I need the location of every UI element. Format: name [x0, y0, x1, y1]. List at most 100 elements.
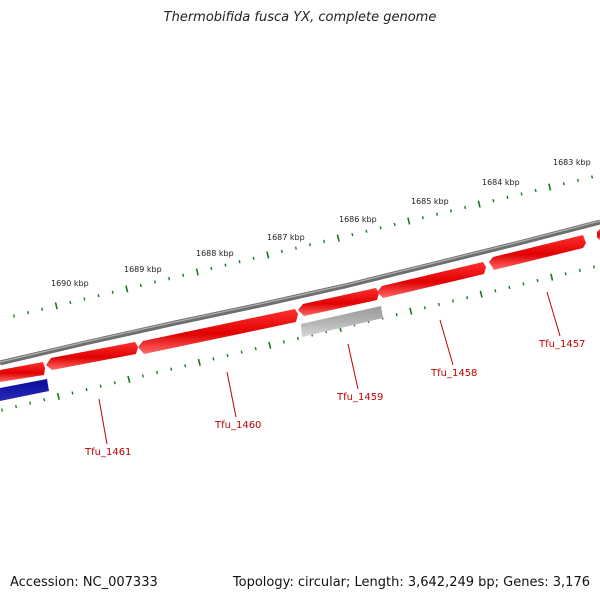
inner-track-major-tick — [479, 290, 483, 298]
inner-track-minor-tick — [452, 299, 455, 303]
inner-track-minor-tick — [212, 357, 215, 361]
inner-track-minor-tick — [437, 302, 440, 307]
outer-track-minor-tick — [435, 212, 438, 216]
outer-track-minor-tick — [111, 290, 114, 294]
tick-label-1687: 1687 kbp — [267, 233, 305, 242]
outer-track-minor-tick — [139, 283, 142, 288]
tick-label-1689: 1689 kbp — [124, 265, 162, 274]
outer-track-minor-tick — [576, 178, 579, 182]
outer-track-major-tick — [266, 251, 270, 259]
outer-track-minor-tick — [591, 175, 594, 179]
inner-track-minor-tick — [423, 306, 426, 310]
outer-track-minor-tick — [280, 249, 283, 254]
outer-track-minor-tick — [97, 294, 100, 298]
inner-track-major-tick — [409, 307, 413, 315]
inner-track-minor-tick — [71, 391, 74, 395]
inner-track-minor-tick — [536, 278, 539, 283]
outer-track-minor-tick — [252, 256, 255, 260]
gene-label-tfu-1461[interactable]: Tfu_1461 — [84, 447, 131, 458]
inner-track-minor-tick — [240, 350, 243, 354]
outer-track-major-tick — [195, 268, 199, 276]
tick-label-1685: 1685 kbp — [411, 197, 449, 206]
inner-track-minor-tick — [254, 347, 257, 351]
inner-track-minor-tick — [170, 367, 173, 371]
scale-labels: 1683 kbp 1684 kbp 1685 kbp 1686 kbp 1687… — [51, 158, 591, 288]
gene-leaders — [98, 291, 561, 445]
inner-track-minor-tick — [156, 370, 159, 375]
inner-track-minor-tick — [522, 282, 525, 286]
inner-track-major-tick — [268, 341, 272, 349]
inner-track-minor-tick — [296, 336, 299, 341]
inner-track-minor-tick — [395, 313, 398, 317]
leader-tfu-1460 — [226, 371, 237, 418]
gene-features — [0, 229, 600, 401]
outer-track-minor-tick — [69, 300, 72, 305]
gene-arrow-tfu-1458[interactable] — [377, 262, 486, 298]
outer-track-minor-tick — [520, 192, 523, 196]
outer-track-minor-tick — [83, 297, 86, 301]
inner-track-major-tick — [127, 375, 131, 383]
tick-label-1684: 1684 kbp — [482, 178, 520, 187]
tick-label-1690: 1690 kbp — [51, 279, 89, 288]
gene-arrow-tfu-1460[interactable] — [138, 309, 298, 354]
gene-arrow-tfu-1460-b[interactable] — [46, 342, 138, 370]
inner-track-major-tick — [550, 273, 554, 281]
inner-track-minor-tick — [113, 381, 116, 385]
inner-track-minor-tick — [282, 340, 285, 344]
leader-tfu-1459 — [347, 343, 359, 390]
outer-track-minor-tick — [27, 311, 30, 315]
inner-track-minor-tick — [466, 296, 469, 300]
outer-track-minor-tick — [168, 277, 171, 281]
inner-track-minor-tick — [494, 289, 497, 293]
inner-track-minor-tick — [99, 384, 102, 388]
inner-track-minor-tick — [85, 387, 88, 392]
inner-track-minor-tick — [15, 404, 18, 409]
gene-arrow-partial-right[interactable] — [597, 229, 600, 240]
gene-labels: Tfu_1457 Tfu_1458 Tfu_1459 Tfu_1460 Tfu_… — [84, 339, 585, 458]
outer-track-minor-tick — [309, 243, 312, 247]
leader-tfu-1461 — [98, 398, 108, 445]
gene-arrow-tfu-1461[interactable] — [0, 362, 45, 382]
inner-track-minor-tick — [29, 401, 32, 405]
gene-label-tfu-1460[interactable]: Tfu_1460 — [214, 420, 261, 431]
outer-track-minor-tick — [421, 216, 424, 220]
inner-tick-track — [0, 265, 595, 412]
genome-backbone-highlight — [0, 220, 600, 363]
outer-track-minor-tick — [450, 209, 453, 213]
gene-label-tfu-1459[interactable]: Tfu_1459 — [336, 392, 383, 403]
tick-label-1688: 1688 kbp — [196, 249, 234, 258]
leader-tfu-1458 — [439, 319, 454, 366]
inner-track-major-tick — [197, 358, 201, 366]
outer-tick-track — [12, 175, 594, 318]
outer-track-minor-tick — [210, 266, 213, 271]
outer-track-minor-tick — [12, 314, 16, 318]
gene-arrow-tfu-1459[interactable] — [298, 288, 379, 316]
outer-track-minor-tick — [238, 260, 241, 264]
tick-label-1683: 1683 kbp — [553, 158, 591, 167]
gene-arrow-tfu-1457[interactable] — [489, 235, 586, 270]
inner-track-minor-tick — [0, 408, 4, 412]
outer-track-minor-tick — [365, 229, 368, 233]
outer-track-major-tick — [548, 183, 552, 191]
inner-track-minor-tick — [226, 353, 229, 358]
outer-track-minor-tick — [323, 239, 326, 244]
inner-track-minor-tick — [141, 374, 144, 378]
outer-track-minor-tick — [534, 188, 537, 193]
leader-tfu-1457 — [546, 291, 561, 337]
gene-box-tfu-1459[interactable] — [301, 306, 383, 337]
outer-track-minor-tick — [153, 280, 156, 284]
outer-track-major-tick — [54, 302, 58, 310]
outer-track-major-tick — [477, 200, 481, 208]
outer-track-major-tick — [407, 217, 411, 225]
outer-track-minor-tick — [492, 199, 495, 203]
gene-label-tfu-1458[interactable]: Tfu_1458 — [430, 368, 477, 379]
tick-label-1686: 1686 kbp — [339, 215, 377, 224]
outer-track-minor-tick — [182, 273, 185, 277]
accession-text: Accession: NC_007333 — [10, 575, 158, 590]
outer-track-minor-tick — [464, 205, 467, 210]
outer-track-minor-tick — [351, 233, 354, 237]
gene-box-tfu-1461[interactable] — [0, 379, 49, 401]
gene-label-tfu-1457[interactable]: Tfu_1457 — [538, 339, 585, 350]
outer-track-major-tick — [336, 234, 340, 242]
